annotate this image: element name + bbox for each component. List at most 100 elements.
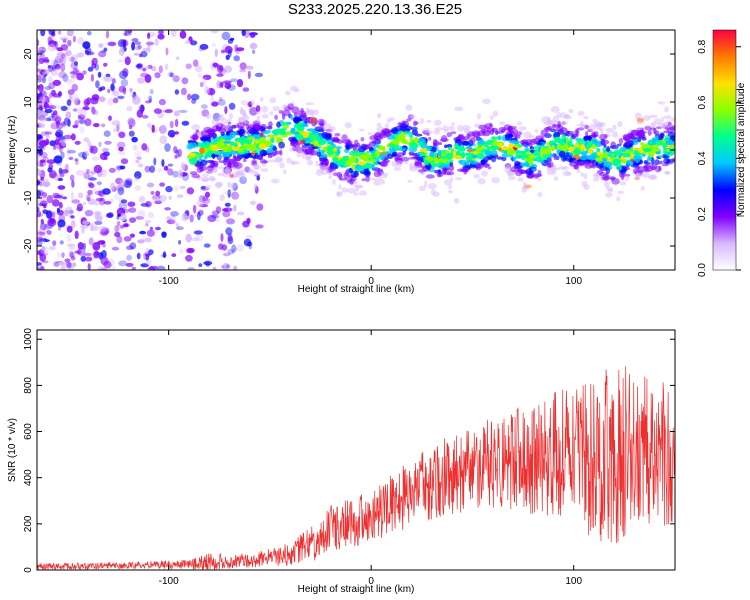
heatmap-blob bbox=[597, 127, 603, 131]
heatmap-blob bbox=[83, 137, 90, 143]
heatmap-blob bbox=[508, 140, 516, 144]
heatmap-blob bbox=[144, 220, 152, 224]
heatmap-blob bbox=[581, 160, 591, 166]
heatmap-blob bbox=[185, 233, 192, 243]
heatmap-blob bbox=[476, 113, 481, 120]
heatmap-blob bbox=[242, 87, 250, 92]
heatmap-ylabel: Frequency (Hz) bbox=[7, 116, 18, 185]
heatmap-blob bbox=[211, 118, 220, 126]
heatmap-blob bbox=[192, 59, 199, 67]
heatmap-blob bbox=[103, 260, 112, 269]
heatmap-blob bbox=[67, 39, 72, 47]
heatmap-blob bbox=[48, 92, 53, 99]
heatmap-blob bbox=[300, 113, 307, 118]
heatmap-blob bbox=[131, 266, 136, 270]
heatmap-blob bbox=[60, 169, 69, 174]
heatmap-blob bbox=[236, 79, 244, 88]
heatmap-blob bbox=[655, 140, 663, 146]
heatmap-blob bbox=[249, 32, 256, 39]
heatmap-blob bbox=[314, 126, 323, 132]
heatmap-blob bbox=[99, 214, 104, 221]
heatmap-blob bbox=[309, 148, 315, 156]
heatmap-blob bbox=[646, 156, 653, 162]
heatmap-blob bbox=[242, 153, 252, 158]
heatmap-blob bbox=[214, 48, 218, 58]
heatmap-blob bbox=[181, 172, 190, 181]
heatmap-blob bbox=[120, 158, 129, 165]
heatmap-blob bbox=[202, 173, 209, 177]
heatmap-blob bbox=[159, 135, 168, 145]
heatmap-blob bbox=[584, 131, 589, 137]
heatmap-blob bbox=[239, 106, 244, 114]
heatmap-blob bbox=[225, 227, 233, 236]
heatmap-blob bbox=[91, 94, 100, 101]
heatmap-blob bbox=[580, 120, 584, 127]
heatmap-blob bbox=[281, 104, 288, 109]
heatmap-blob bbox=[221, 127, 226, 133]
heatmap-blob bbox=[233, 55, 240, 62]
heatmap-blob bbox=[653, 130, 660, 135]
heatmap-blob bbox=[604, 134, 608, 139]
heatmap-blob bbox=[559, 127, 568, 134]
heatmap-blob bbox=[593, 138, 598, 145]
heatmap-blob bbox=[205, 261, 211, 267]
heatmap-blob bbox=[188, 152, 196, 157]
heatmap-blob bbox=[120, 39, 129, 47]
heatmap-blob bbox=[232, 155, 237, 158]
heatmap-blob bbox=[94, 220, 103, 225]
heatmap-blob bbox=[224, 82, 232, 89]
heatmap-blob bbox=[256, 203, 264, 211]
heatmap-blob bbox=[234, 44, 239, 52]
heatmap-blob bbox=[336, 150, 341, 154]
heatmap-blob bbox=[262, 160, 269, 164]
heatmap-blob bbox=[328, 175, 333, 179]
heatmap-blob bbox=[286, 157, 292, 164]
heatmap-blob bbox=[111, 120, 121, 126]
heatmap-blob bbox=[99, 225, 107, 233]
heatmap-blob bbox=[248, 144, 256, 152]
heatmap-blob bbox=[644, 125, 652, 131]
heatmap-blob bbox=[513, 128, 519, 135]
heatmap-blob bbox=[56, 47, 64, 52]
heatmap-blob bbox=[97, 215, 103, 222]
heatmap-blob bbox=[604, 161, 613, 168]
heatmap-blob bbox=[232, 131, 237, 136]
heatmap-blob bbox=[38, 140, 48, 147]
heatmap-blob bbox=[74, 61, 78, 66]
heatmap-blob bbox=[546, 120, 554, 126]
heatmap-blob bbox=[428, 145, 432, 151]
heatmap-blob bbox=[483, 163, 491, 167]
heatmap-blob bbox=[220, 82, 224, 88]
heatmap-blob bbox=[188, 142, 198, 149]
heatmap-blob bbox=[187, 267, 195, 270]
heatmap-blob bbox=[481, 170, 489, 177]
heatmap-blob bbox=[70, 54, 79, 61]
heatmap-blob bbox=[492, 110, 499, 117]
heatmap-blob bbox=[256, 115, 261, 123]
heatmap-blob bbox=[167, 168, 174, 176]
heatmap-blob bbox=[95, 190, 103, 196]
heatmap-blob bbox=[461, 125, 471, 131]
heatmap-blob bbox=[409, 162, 413, 169]
heatmap-blob bbox=[91, 57, 98, 66]
heatmap-blob bbox=[44, 86, 52, 91]
heatmap-blob bbox=[114, 225, 120, 233]
heatmap-blob bbox=[434, 119, 442, 127]
heatmap-blob bbox=[57, 261, 66, 266]
heatmap-blob bbox=[373, 180, 382, 186]
heatmap-blob bbox=[200, 143, 206, 149]
heatmap-blob bbox=[499, 121, 506, 125]
heatmap-blob bbox=[37, 236, 43, 242]
heatmap-blob bbox=[40, 200, 48, 207]
heatmap-blob bbox=[103, 47, 108, 52]
heatmap-blob bbox=[156, 196, 163, 203]
heatmap-blob bbox=[41, 239, 50, 243]
heatmap-blob bbox=[296, 134, 303, 141]
heatmap-blob bbox=[489, 149, 498, 156]
colorbar bbox=[712, 29, 737, 271]
heatmap-blob bbox=[261, 105, 269, 113]
heatmap-blob bbox=[100, 227, 110, 235]
heatmap-blob bbox=[550, 106, 560, 113]
heatmap-blob bbox=[135, 64, 142, 69]
heatmap-blob bbox=[584, 125, 590, 129]
